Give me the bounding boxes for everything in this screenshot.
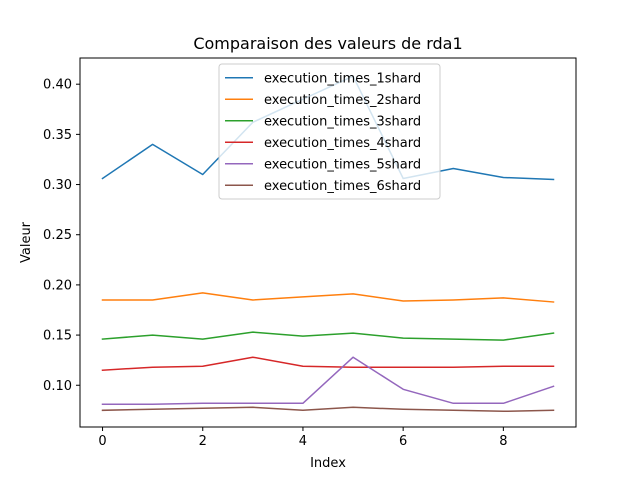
series-line-6 [101, 406, 555, 413]
legend-box [218, 63, 441, 200]
y-tick-label: 0.40 [43, 78, 72, 93]
legend-label: execution_times_3shard [264, 114, 421, 129]
x-tick-label: 4 [299, 434, 307, 449]
series-line-2 [101, 292, 555, 303]
x-axis: 0 2 4 6 8 [98, 427, 507, 449]
x-tick-label: 2 [199, 434, 207, 449]
legend-label: execution_times_4shard [264, 136, 421, 151]
legend-label: execution_times_1shard [264, 71, 421, 86]
series-line-3 [101, 331, 555, 341]
series-layer [101, 75, 555, 413]
series-line-5 [101, 356, 555, 406]
legend-label: execution_times_2shard [264, 93, 421, 108]
legend-label: execution_times_5shard [264, 157, 421, 172]
x-tick-label: 6 [399, 434, 407, 449]
plot-frame [79, 57, 577, 428]
legend: execution_times_1shard execution_times_2s… [218, 63, 441, 200]
y-axis: 0.10 0.15 0.20 0.25 0.30 0.35 0.40 [43, 78, 80, 394]
x-axis-label: Index [310, 456, 346, 471]
x-tick-label: 8 [499, 434, 507, 449]
series-line-4 [101, 356, 555, 371]
y-tick-label: 0.35 [43, 128, 72, 143]
legend-label: execution_times_6shard [264, 179, 421, 194]
y-tick-label: 0.25 [43, 228, 72, 243]
y-axis-label: Valeur [19, 221, 34, 263]
y-tick-label: 0.30 [43, 178, 72, 193]
x-tick-label: 0 [98, 434, 106, 449]
chart-title: Comparaison des valeurs de rda1 [193, 34, 462, 53]
y-tick-label: 0.10 [43, 379, 72, 394]
y-tick-label: 0.15 [43, 329, 72, 344]
y-tick-label: 0.20 [43, 278, 72, 293]
